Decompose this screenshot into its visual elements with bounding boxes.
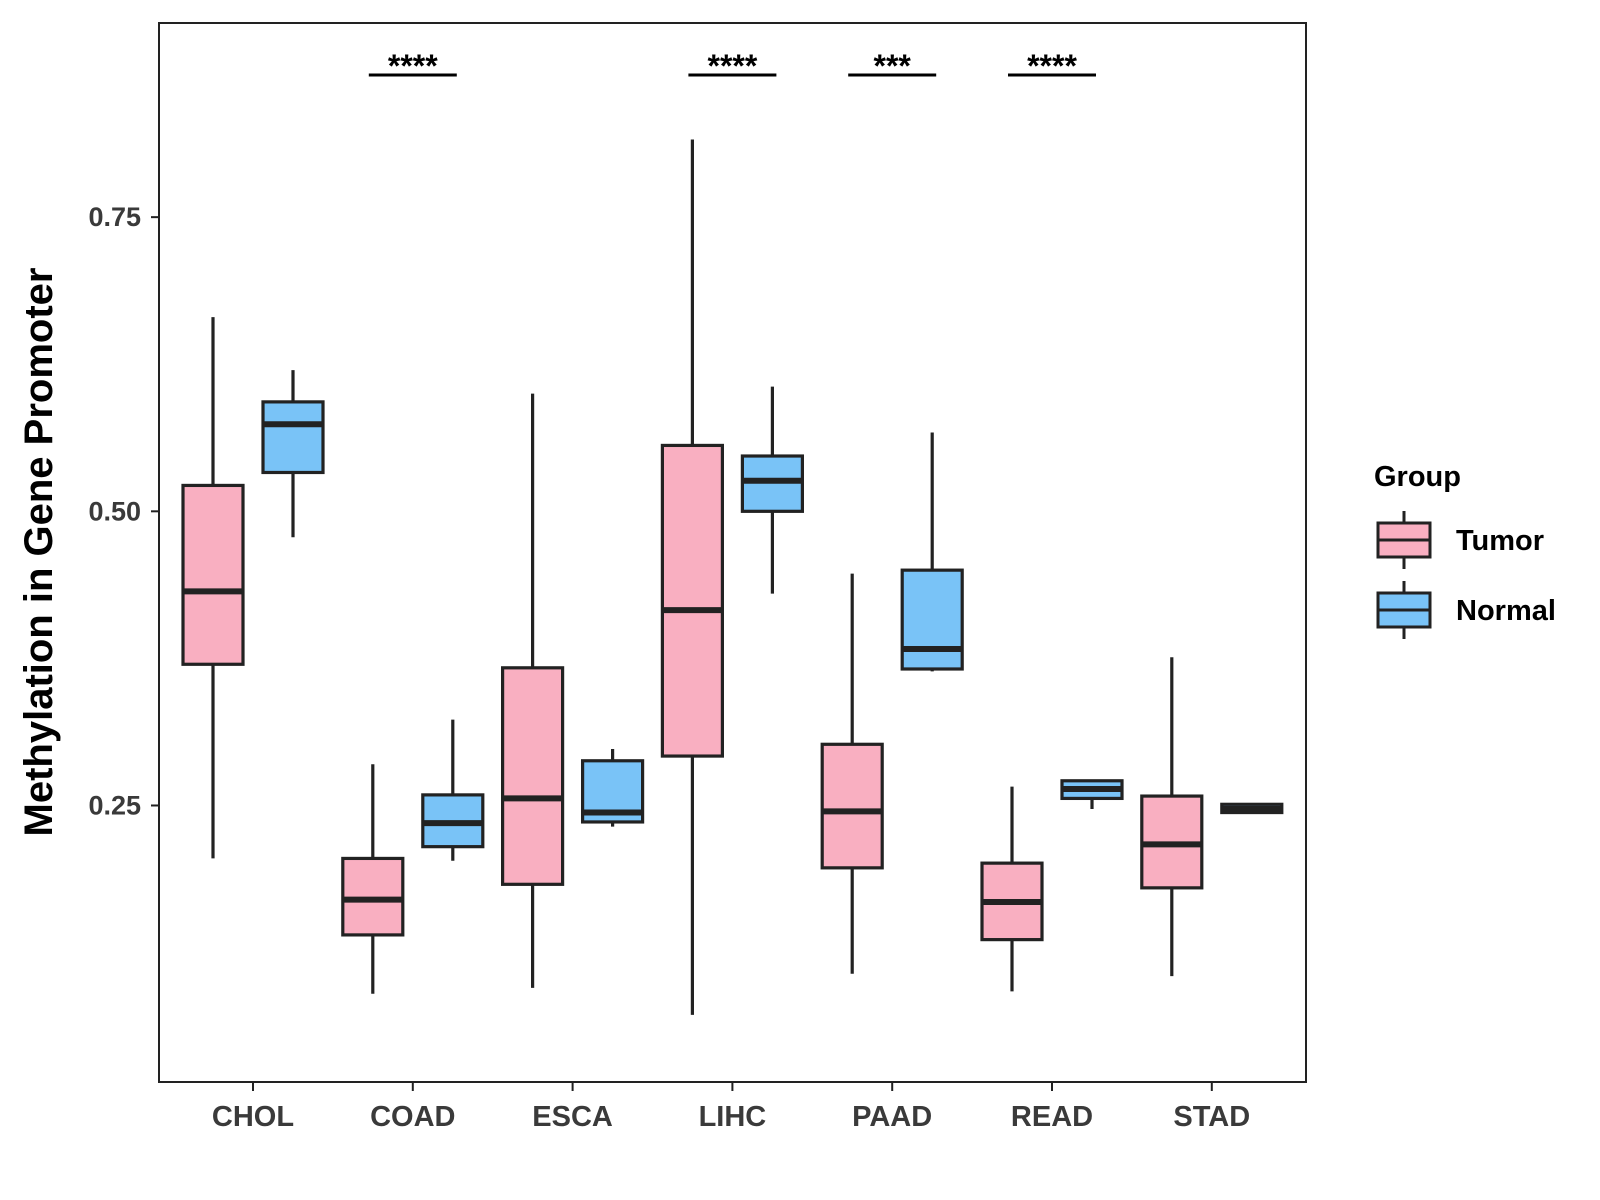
x-tick-label: COAD (370, 1101, 455, 1133)
tumor-box-coad (341, 764, 405, 994)
box-iqr (820, 742, 884, 870)
legend-title: Group (1374, 461, 1461, 493)
normal-box-read (1060, 779, 1124, 810)
boxes-layer (181, 139, 1284, 1015)
significance-label: *** (874, 48, 912, 84)
x-axis: CHOL COAD ESCA LIHC PAAD READ STAD (212, 1082, 1250, 1133)
significance-annotations: **** **** *** **** (368, 48, 1096, 84)
x-tick-label: LIHC (699, 1101, 767, 1133)
normal-box-esca (580, 749, 645, 827)
tumor-box-stad (1140, 657, 1204, 977)
x-tick-label: PAAD (852, 1101, 932, 1133)
box-iqr (261, 400, 325, 475)
tumor-box-read (980, 786, 1044, 992)
significance-label: **** (1027, 48, 1077, 84)
x-tick-label: STAD (1173, 1101, 1250, 1133)
plot-panel (158, 22, 1307, 1083)
y-axis-title: Methylation in Gene Promoter (17, 268, 61, 837)
box-iqr (660, 443, 725, 758)
legend-entry-label: Tumor (1456, 525, 1544, 557)
legend-entry-label: Normal (1456, 595, 1556, 627)
box-iqr (501, 666, 565, 886)
x-tick-label: ESCA (532, 1101, 613, 1133)
y-tick-label: 0.25 (88, 790, 141, 820)
significance-paad: *** (848, 48, 937, 84)
legend-entry-tumor: Tumor (1376, 511, 1544, 569)
normal-box-coad (421, 719, 485, 861)
box-iqr (181, 483, 245, 666)
significance-label: **** (388, 48, 438, 84)
normal-box-paad (900, 432, 964, 672)
y-tick-label: 0.75 (88, 202, 141, 232)
significance-coad: **** (368, 48, 457, 84)
normal-box-stad (1220, 802, 1284, 815)
normal-box-chol (261, 370, 325, 538)
significance-label: **** (707, 48, 757, 84)
tumor-box-esca (501, 393, 565, 988)
tumor-box-paad (820, 573, 884, 974)
x-tick-label: CHOL (212, 1101, 294, 1133)
significance-read: **** (1008, 48, 1096, 84)
legend: Group Tumor Normal (1374, 461, 1556, 639)
normal-box-lihc (740, 386, 805, 594)
tumor-box-chol (181, 317, 245, 859)
legend-entry-normal: Normal (1376, 581, 1556, 639)
significance-lihc: **** (688, 48, 777, 84)
tumor-box-lihc (660, 139, 725, 1015)
y-tick-label: 0.50 (88, 496, 141, 526)
x-tick-label: READ (1011, 1101, 1093, 1133)
box-iqr (900, 568, 964, 671)
y-axis: 0.25 0.50 0.75 (88, 202, 159, 820)
